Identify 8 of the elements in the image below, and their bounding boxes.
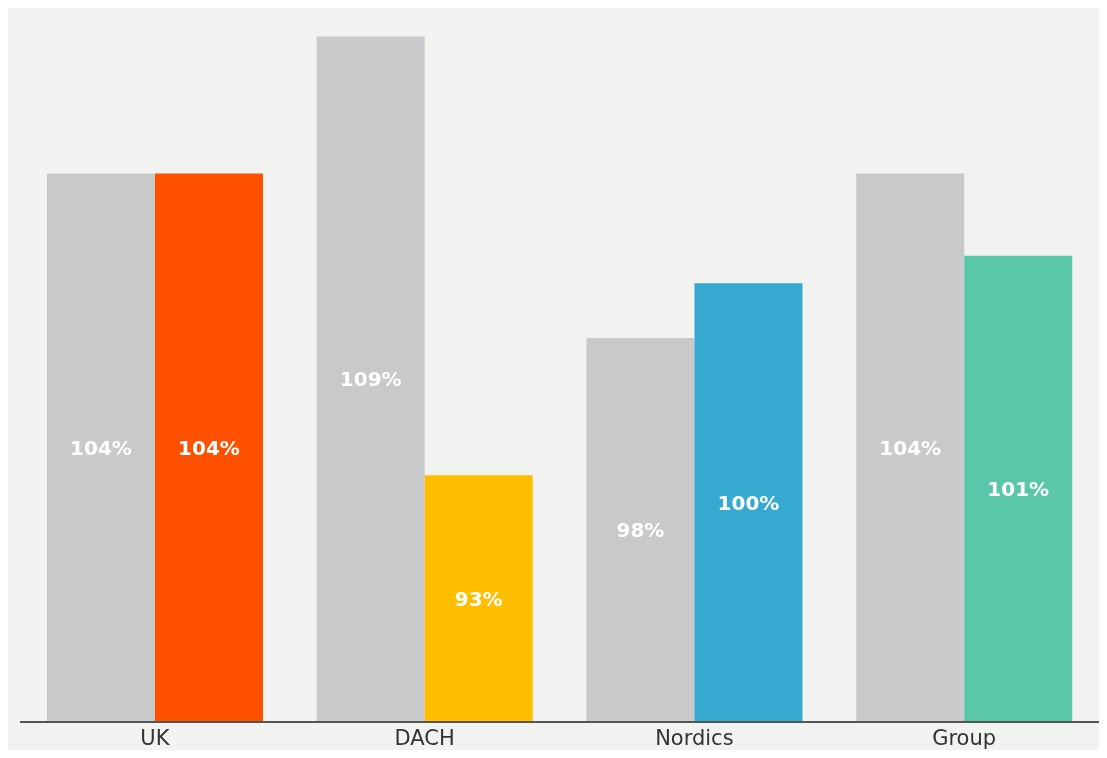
x-tick-label: DACH [394,725,455,750]
data-label: 93% [454,586,503,611]
data-label: 104% [178,435,240,460]
x-tick-label: Group [932,725,997,750]
x-tick-label: UK [140,725,171,750]
x-tick-label: Nordics [655,725,734,750]
data-label: 100% [717,490,780,515]
data-label: 101% [987,477,1050,501]
